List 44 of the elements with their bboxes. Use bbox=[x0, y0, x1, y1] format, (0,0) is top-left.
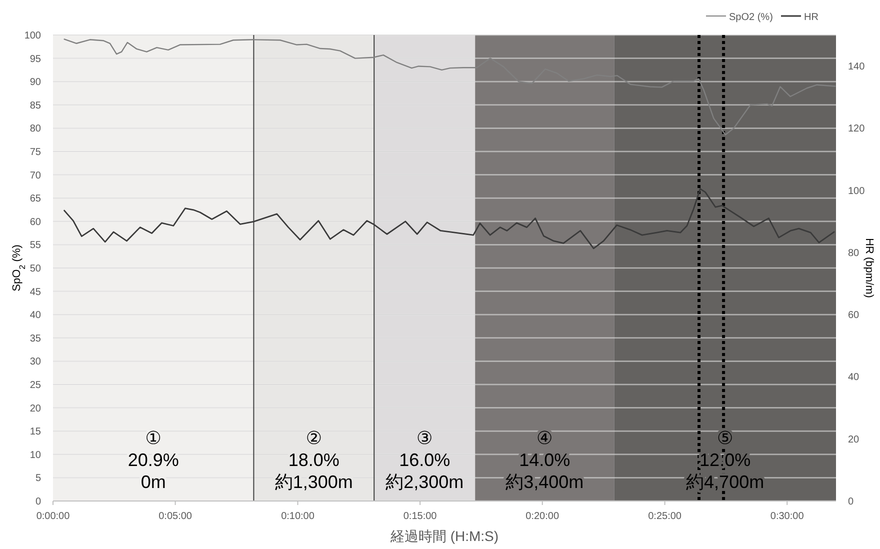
band-label: ③ 16.0% 約2,300m bbox=[386, 428, 464, 492]
y-tick-label: 65 bbox=[30, 194, 42, 205]
x-tick-label: 0:20:00 bbox=[526, 511, 560, 522]
y-tick-label: 40 bbox=[30, 310, 42, 322]
band-label: ① 20.9% 0m bbox=[128, 428, 179, 492]
y-tick-label: 85 bbox=[30, 100, 42, 112]
y-tick-label: 100 bbox=[24, 30, 42, 42]
x-tick-label: 0:25:00 bbox=[648, 511, 682, 522]
y-tick-label: 45 bbox=[30, 286, 42, 298]
y-tick-label: 50 bbox=[30, 264, 42, 274]
band-label: ④ 14.0% 約3,400m bbox=[506, 428, 584, 492]
y2-tick-label: 20 bbox=[848, 434, 860, 446]
y-tick-label: 90 bbox=[30, 77, 42, 88]
y-tick-label: 80 bbox=[30, 124, 42, 135]
x-tick-label: 0:10:00 bbox=[281, 511, 315, 522]
x-tick-label: 0:30:00 bbox=[770, 511, 804, 522]
y-tick-label: 60 bbox=[30, 216, 42, 228]
x-tick-label: 0:00:00 bbox=[36, 511, 70, 522]
x-tick-label: 0:15:00 bbox=[403, 511, 438, 522]
band-label: ② 18.0% 約1,300m bbox=[274, 428, 353, 492]
y2-tick-label: 140 bbox=[848, 62, 866, 73]
y2-tick-label: 100 bbox=[848, 186, 866, 197]
legend-label: SpO2 (%) bbox=[729, 12, 773, 23]
y2-axis-title: HR (bpm/m) bbox=[863, 238, 875, 298]
y-tick-label: 20 bbox=[30, 403, 42, 414]
y-tick-label: 55 bbox=[30, 240, 42, 252]
legend-label: HR bbox=[804, 12, 818, 23]
y-tick-label: 0 bbox=[35, 496, 42, 508]
y2-tick-label: 0 bbox=[848, 496, 854, 508]
y-tick-label: 10 bbox=[30, 450, 42, 461]
y-tick-label: 30 bbox=[30, 356, 42, 368]
y-tick-label: 95 bbox=[30, 54, 42, 65]
y2-tick-label: 40 bbox=[848, 372, 860, 384]
y-tick-label: 35 bbox=[30, 333, 42, 344]
y2-tick-label: 80 bbox=[848, 248, 860, 259]
x-tick-label: 0:05:00 bbox=[158, 511, 192, 522]
y-tick-label: 75 bbox=[30, 147, 42, 158]
y2-tick-label: 120 bbox=[848, 124, 866, 135]
y-tick-label: 70 bbox=[30, 170, 42, 182]
y-tick-label: 15 bbox=[30, 426, 42, 438]
y-tick-label: 25 bbox=[30, 380, 42, 391]
y-tick-label: 5 bbox=[35, 473, 42, 484]
y2-tick-label: 60 bbox=[848, 310, 860, 322]
x-axis-title: 経過時間 (H:M:S) bbox=[389, 528, 499, 544]
